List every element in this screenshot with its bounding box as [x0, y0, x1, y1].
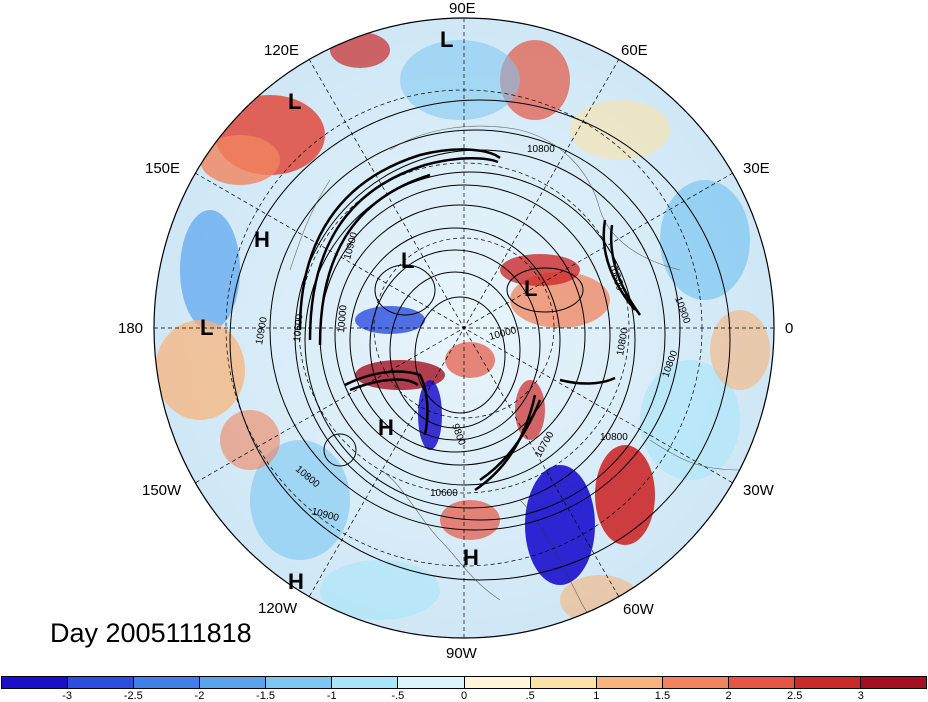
coastlines [289, 125, 741, 638]
contour-label: 10600 [430, 488, 458, 499]
colorbar-segment [596, 677, 663, 688]
colorbar-segment [530, 677, 597, 688]
pressure-center: H [378, 415, 394, 440]
colorbar-tick-label: 1.5 [654, 690, 671, 702]
contour-label: 10900 [254, 316, 270, 346]
height-contours [229, 99, 731, 581]
colorbar-tick-label: 2.5 [787, 690, 803, 702]
colorbar-tick-label: 0 [460, 690, 468, 702]
lon-label-150e: 150E [145, 160, 181, 177]
lon-label-30e: 30E [743, 160, 770, 177]
colorbar-segment [398, 677, 465, 688]
lon-label-0: 0 [785, 320, 794, 337]
colorbar-tick-label: -2.5 [123, 690, 143, 702]
pressure-center: H [463, 545, 479, 570]
colorbar-segment [728, 677, 795, 688]
lon-label-120e: 120E [264, 42, 300, 59]
lon-label-90e: 90E [449, 0, 476, 17]
colorbar-segment [200, 677, 267, 688]
colorbar-segment [68, 677, 135, 688]
lon-label-120w: 120W [258, 600, 298, 617]
lon-label-180: 180 [118, 320, 144, 337]
graticule [154, 18, 774, 638]
colorbar [1, 676, 927, 689]
pressure-center: L [200, 315, 213, 340]
pressure-center: H [288, 569, 304, 594]
contour-label: 10600 [292, 313, 305, 342]
day-title: Day 2005111818 [50, 618, 252, 648]
colorbar-segment [464, 677, 531, 688]
contour-label: 10800 [615, 327, 631, 357]
colorbar-segment [794, 677, 862, 688]
lon-label-90w: 90W [446, 645, 477, 662]
colorbar-tick-label: -2 [194, 690, 205, 702]
pressure-center-markers: L L H L L L H H H [200, 27, 537, 594]
colorbar-tick-label: -1.5 [256, 690, 276, 702]
colorbar-tick-label: -.5 [391, 690, 405, 702]
pressure-center: L [440, 27, 453, 52]
colorbar-segment [861, 677, 927, 688]
colorbar-tick-label: 3 [857, 690, 864, 702]
jet-contours [298, 148, 642, 492]
pressure-center: H [254, 227, 270, 252]
colorbar-tick-label: -3 [62, 690, 73, 702]
colorbar-tick-label: -1 [326, 690, 337, 702]
colorbar-tick-label: .5 [525, 690, 535, 702]
lon-label-150w: 150W [142, 482, 182, 499]
colorbar-segment [332, 677, 399, 688]
lon-label-60e: 60E [621, 42, 648, 59]
contour-label: 10800 [600, 432, 628, 443]
pressure-center: L [401, 248, 414, 273]
colorbar-segment [266, 677, 333, 688]
colorbar-segment [134, 677, 201, 688]
lon-label-30w: 30W [743, 482, 774, 499]
colorbar-segment [662, 677, 729, 688]
contour-label: 10800 [527, 144, 555, 155]
anomaly-field [154, 18, 774, 638]
contour-label: 10000 [336, 304, 349, 333]
colorbar-tick-label: 1 [593, 690, 600, 702]
lon-label-60w: 60W [623, 601, 654, 618]
pressure-center: L [524, 276, 537, 301]
pressure-center: L [288, 89, 301, 114]
colorbar-segment [2, 677, 69, 688]
colorbar-tick-label: 2 [725, 690, 732, 702]
map-boundary [153, 17, 775, 639]
